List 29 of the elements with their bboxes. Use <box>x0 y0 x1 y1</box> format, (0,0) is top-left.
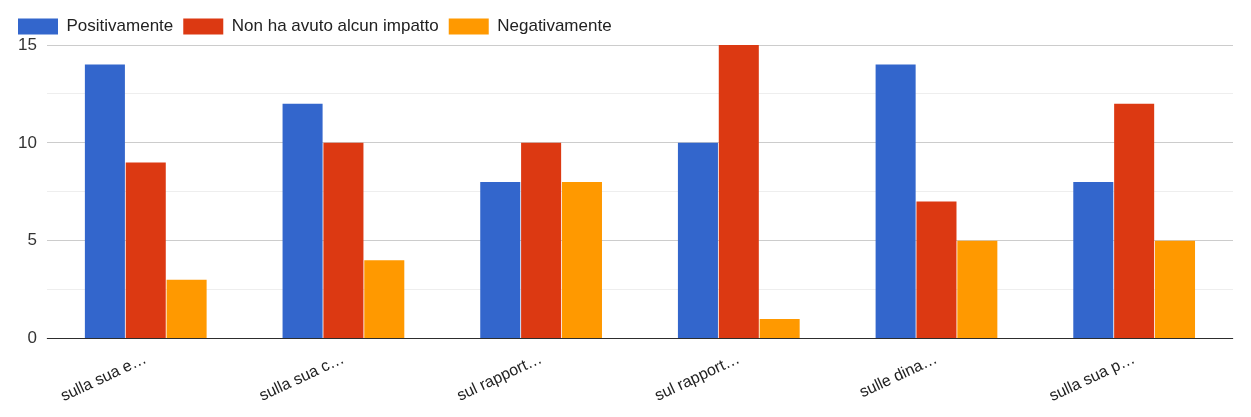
bar <box>1073 181 1114 339</box>
x-tick-label: sulla sua p… <box>1046 349 1138 405</box>
x-tick-label: sulle dina… <box>856 349 940 401</box>
bar <box>875 64 916 339</box>
bar <box>282 103 323 339</box>
bar <box>480 181 521 339</box>
bar <box>125 162 166 339</box>
legend-label: Non ha avuto alcun impatto <box>231 16 439 36</box>
bar <box>323 142 364 339</box>
x-tick-label: sulla sua e… <box>57 349 149 405</box>
y-tick-label: 5 <box>27 230 37 250</box>
y-tick-label: 15 <box>17 34 37 54</box>
bar <box>957 240 998 339</box>
bar <box>916 201 957 339</box>
bar <box>84 64 125 339</box>
y-tick-label: 0 <box>27 328 37 348</box>
legend-label: Negativamente <box>497 16 612 36</box>
bar <box>166 279 207 339</box>
bar <box>677 142 718 339</box>
bar <box>718 45 759 339</box>
bar <box>1114 103 1155 339</box>
bar <box>521 142 562 339</box>
bar <box>1154 240 1196 339</box>
bar <box>759 318 800 339</box>
legend-label: Positivamente <box>66 16 174 36</box>
y-tick-label: 10 <box>17 132 37 152</box>
x-tick-label: sulla sua c… <box>256 349 347 404</box>
bar <box>364 260 405 339</box>
bar <box>561 181 602 339</box>
